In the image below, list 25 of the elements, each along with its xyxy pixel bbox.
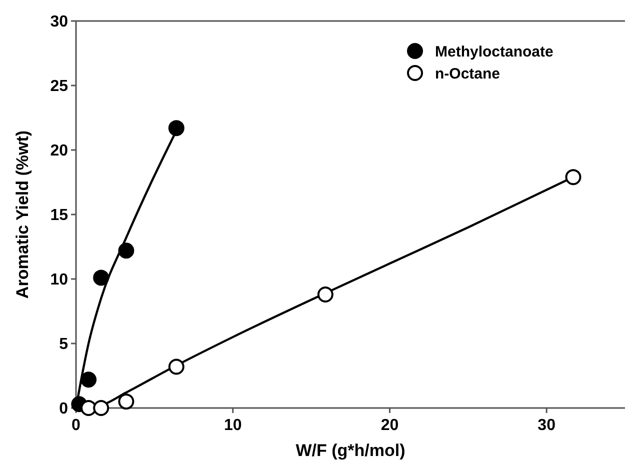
point: [118, 242, 134, 259]
x-tick-label: 10: [224, 417, 242, 434]
point: [317, 286, 334, 302]
point: [93, 270, 110, 286]
point: [168, 358, 184, 375]
y-tick-label: 5: [59, 336, 68, 354]
x-tick-label: 0: [72, 417, 81, 434]
y-tick-label: 15: [50, 207, 68, 224]
y-tick-label: 25: [50, 78, 68, 96]
y-tick-label: 0: [59, 400, 68, 418]
legend-label: Methyloctanoate: [435, 43, 554, 60]
legend-label: n-Octane: [435, 65, 500, 82]
y-axis-title: Aromatic Yield (%wt): [13, 130, 32, 299]
point: [80, 372, 97, 388]
point: [168, 120, 184, 136]
point: [93, 400, 110, 416]
x-axis-title: W/F (g*h/mol): [296, 441, 406, 460]
y-tick-label: 20: [50, 142, 68, 160]
point: [118, 394, 134, 410]
x-tick-label: 30: [538, 417, 556, 434]
point: [565, 169, 582, 186]
y-tick-label: 10: [50, 272, 68, 289]
x-tick-label: 20: [380, 417, 399, 434]
point: [80, 400, 97, 416]
y-tick-label: 30: [50, 14, 68, 31]
